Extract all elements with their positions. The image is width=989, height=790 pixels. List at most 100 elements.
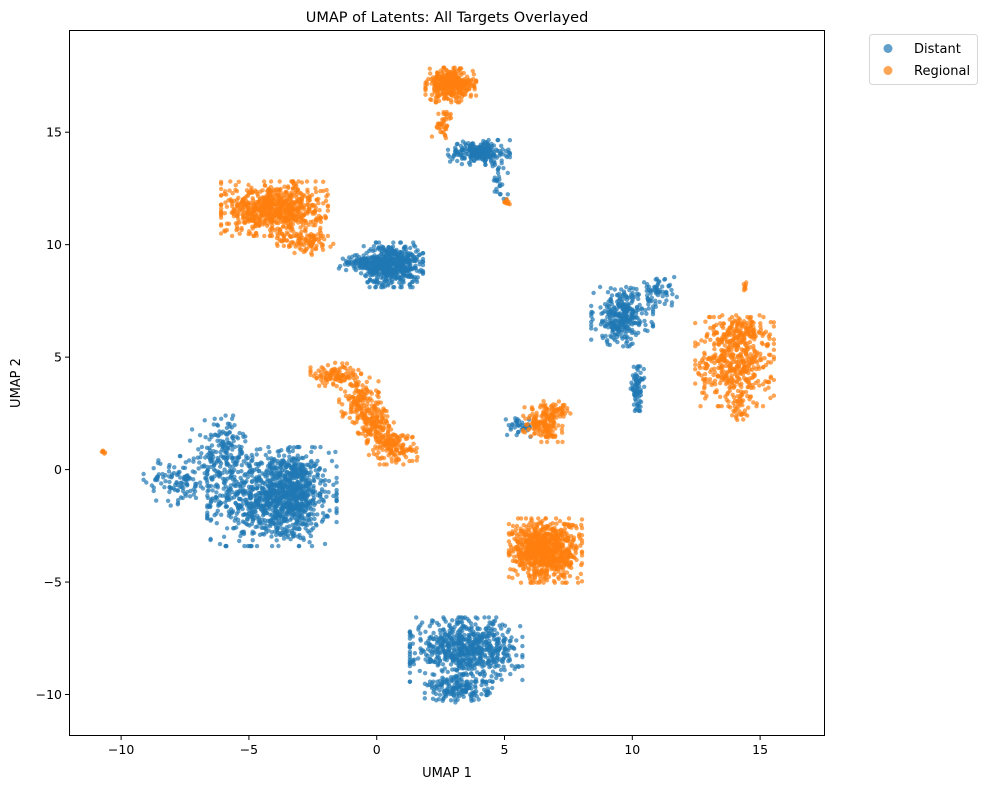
data-point [443,135,449,141]
data-point [471,82,477,88]
data-point [440,627,446,632]
data-point [223,413,228,418]
data-point [451,91,457,96]
data-point [212,432,218,437]
data-point [617,311,623,316]
data-point [223,484,228,489]
data-point [259,507,264,512]
data-point [457,641,462,646]
data-point [507,138,513,143]
data-point [440,669,445,674]
data-point [302,516,307,521]
data-point [284,193,289,198]
data-point [237,451,243,456]
data-point [296,456,301,462]
data-point [384,277,389,282]
data-point [626,322,632,327]
data-point [457,66,462,71]
data-point [218,209,224,214]
data-point [279,458,284,463]
data-point [520,663,525,669]
data-point [499,158,504,163]
data-point [292,468,298,473]
data-point [450,156,455,162]
data-point [408,262,413,267]
data-point [379,250,385,255]
data-point [302,496,307,502]
data-point [264,193,269,198]
data-point [473,691,478,696]
data-point [278,212,283,217]
data-point [484,680,489,685]
data-point [334,475,339,481]
data-point [294,499,299,504]
data-point [315,458,320,464]
data-point [440,71,445,76]
data-point [459,634,464,640]
data-point [218,231,224,236]
data-point [312,516,317,522]
data-point [608,297,613,302]
data-point [623,314,628,319]
data-point [276,475,281,481]
data-point [158,461,163,466]
data-point [447,154,452,159]
data-point [433,75,439,80]
data-point [507,656,512,661]
data-point [413,265,418,271]
data-point [318,493,323,498]
data-point [230,455,235,461]
data-point [469,626,474,632]
data-point [183,460,188,465]
data-point [276,525,281,531]
data-point [301,455,306,461]
data-point [233,459,239,465]
data-point [286,499,292,505]
data-point [638,404,643,409]
data-point [176,471,181,477]
data-point [475,616,480,621]
data-point [284,511,289,517]
data-point [496,663,501,668]
data-point [299,490,305,495]
data-point [520,677,525,683]
data-point [417,269,422,274]
data-point [516,429,521,435]
data-point [489,144,494,149]
data-point [268,522,273,527]
data-point [214,521,219,526]
data-point [286,446,291,451]
data-point [633,311,639,316]
data-point [178,475,183,480]
data-point [433,100,438,105]
data-point [223,543,228,549]
data-point [271,521,276,526]
data-point [243,512,248,517]
data-point [470,143,475,149]
data-point [473,93,479,98]
data-point [327,508,332,513]
data-point [642,375,647,381]
data-point [468,92,474,98]
data-point [264,511,269,516]
data-point [473,662,479,667]
data-point [451,634,456,639]
data-point [218,193,224,198]
data-point [214,490,219,495]
data-point [374,267,380,272]
data-point [178,453,183,459]
data-point [386,245,391,250]
data-point [322,237,327,242]
data-point [340,256,345,261]
data-point [630,341,635,346]
data-point [249,473,254,478]
data-point [616,325,621,330]
data-point [232,444,238,449]
data-point [283,531,288,536]
data-point [159,481,164,486]
data-point [209,434,214,439]
data-point [479,651,484,656]
data-point [629,380,634,385]
data-point [453,73,458,79]
